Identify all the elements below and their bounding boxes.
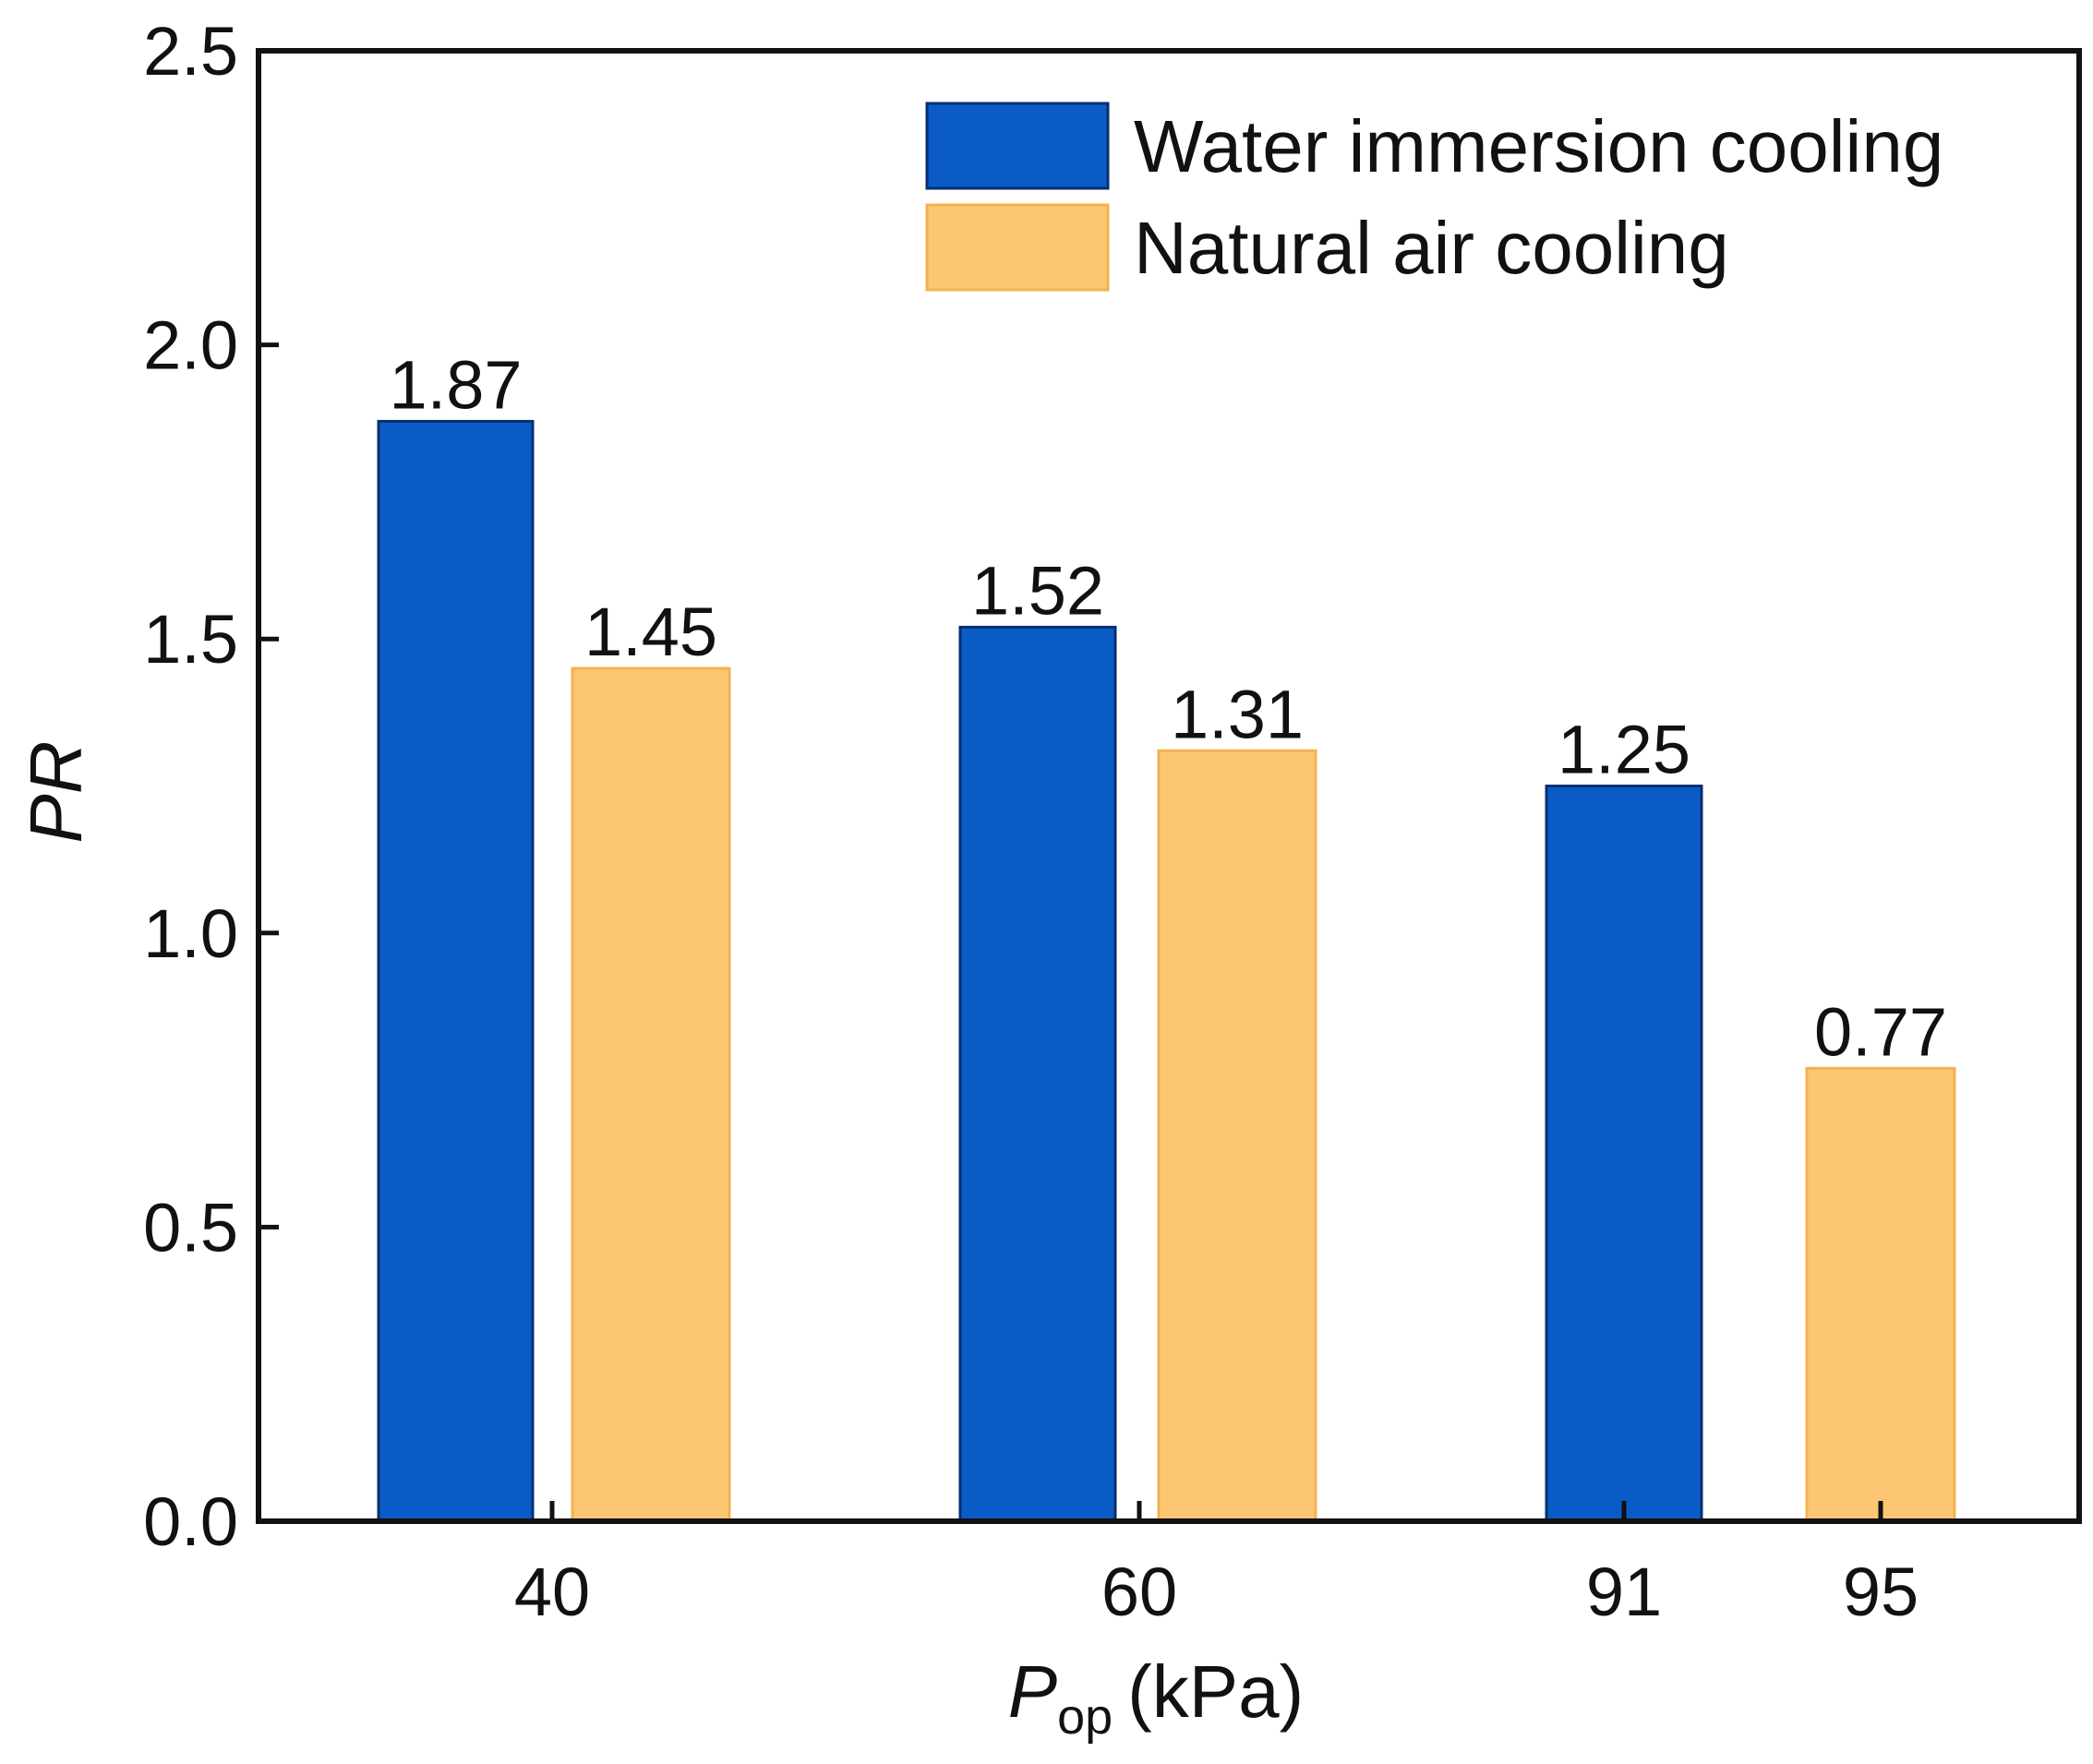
y-tick-label-0.5: 0.5: [143, 1189, 238, 1266]
y-axis-title: PR: [15, 740, 97, 843]
y-tick-label-1.0: 1.0: [143, 895, 238, 972]
bar-water-60: [958, 625, 1117, 1523]
y-tick-label-1.5: 1.5: [143, 601, 238, 678]
bar-air-60: [1157, 749, 1317, 1523]
y-tick-label-2.5: 2.5: [143, 13, 238, 90]
plot-frame: [256, 48, 2082, 1524]
data-labels: 1.87 1.52 1.25 1.45 1.31 0.77: [389, 346, 1947, 1070]
data-label-air-95: 0.77: [1814, 993, 1947, 1070]
x-axis-title-main: P: [1008, 1650, 1057, 1733]
data-label-air-60: 1.31: [1171, 676, 1304, 752]
x-axis-title-unit: (kPa): [1127, 1650, 1304, 1733]
y-tick-label-0.0: 0.0: [143, 1483, 238, 1560]
bar-water-40: [377, 419, 535, 1523]
x-tick-label-40: 40: [514, 1554, 590, 1630]
axes: 0.0 0.5 1.0 1.5 2.0 2.5 40 60 91 95: [143, 13, 2082, 1630]
x-axis-title-subscript: op: [1057, 1689, 1113, 1745]
data-label-water-91: 1.25: [1558, 712, 1690, 788]
data-label-water-40: 1.87: [389, 346, 522, 423]
bar-air-40: [571, 666, 731, 1523]
legend-label-water: Water immersion cooling: [1134, 105, 1943, 187]
bar-air-95: [1805, 1066, 1956, 1523]
legend: Water immersion cooling Natural air cooli…: [925, 102, 1943, 292]
x-axis-title: Pop (kPa): [1008, 1650, 1305, 1745]
data-label-water-60: 1.52: [971, 552, 1104, 629]
x-tick-label-91: 91: [1586, 1554, 1662, 1630]
x-tick-label-95: 95: [1843, 1554, 1919, 1630]
data-label-air-40: 1.45: [584, 594, 717, 670]
x-tick-label-60: 60: [1101, 1554, 1177, 1630]
bar-water-91: [1545, 785, 1703, 1523]
legend-swatch-water: [925, 102, 1110, 190]
legend-swatch-air: [925, 203, 1110, 292]
bars: [377, 419, 1956, 1523]
legend-label-air: Natural air cooling: [1134, 207, 1729, 289]
y-tick-label-2.0: 2.0: [143, 307, 238, 384]
